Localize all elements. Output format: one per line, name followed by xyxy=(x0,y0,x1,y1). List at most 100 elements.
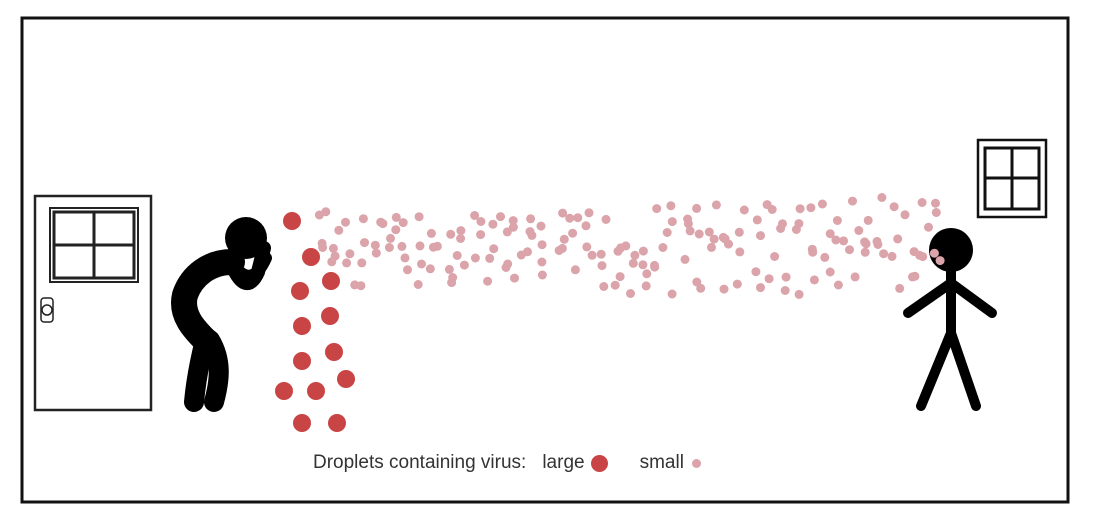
small-droplet xyxy=(587,250,597,260)
small-droplet xyxy=(658,243,668,252)
small-droplet xyxy=(872,236,882,246)
small-droplet xyxy=(510,273,519,283)
small-droplet xyxy=(825,229,835,239)
small-droplet xyxy=(357,258,367,268)
large-droplet xyxy=(307,382,325,400)
coughing-person-icon xyxy=(171,217,272,412)
small-droplet xyxy=(508,222,518,232)
small-droplet xyxy=(650,262,660,272)
standing-person-icon xyxy=(903,228,997,411)
small-droplet xyxy=(770,252,780,261)
small-droplet xyxy=(413,280,423,289)
small-droplet xyxy=(386,233,395,243)
small-droplet xyxy=(809,275,819,285)
small-droplet xyxy=(525,227,535,237)
large-droplet xyxy=(321,307,339,325)
small-droplet xyxy=(496,212,505,222)
small-droplet xyxy=(718,232,728,242)
small-droplet xyxy=(924,222,933,232)
small-droplet xyxy=(483,276,493,286)
small-droplet xyxy=(621,241,631,251)
small-droplet xyxy=(893,234,903,244)
legend-small-label: small xyxy=(639,452,684,473)
small-droplet xyxy=(667,217,677,227)
small-droplet xyxy=(806,203,816,213)
small-droplet xyxy=(739,205,749,215)
large-droplet-swatch xyxy=(590,454,608,472)
legend: Droplets containing virus: large small xyxy=(313,452,701,474)
legend-title: Droplets containing virus: xyxy=(313,452,527,473)
small-droplet xyxy=(400,253,410,263)
small-droplet xyxy=(683,219,693,229)
small-droplet xyxy=(523,247,532,257)
large-droplets xyxy=(275,212,355,432)
large-droplet xyxy=(293,317,311,335)
small-droplet xyxy=(931,208,941,217)
small-droplet xyxy=(568,228,578,238)
small-droplet xyxy=(398,218,408,228)
small-droplet xyxy=(328,243,338,253)
small-droplet xyxy=(641,281,651,291)
small-droplet xyxy=(680,254,690,264)
small-droplet xyxy=(376,217,386,227)
small-droplet xyxy=(820,252,830,262)
small-droplet xyxy=(833,280,843,290)
small-droplet xyxy=(854,226,864,235)
small-droplet xyxy=(694,229,704,239)
small-droplet xyxy=(756,283,765,293)
small-droplet xyxy=(848,196,857,206)
small-droplet xyxy=(642,269,652,279)
small-droplet xyxy=(879,249,889,259)
small-droplet xyxy=(327,257,337,267)
small-droplet xyxy=(850,272,860,282)
small-droplet xyxy=(889,202,899,212)
small-droplet xyxy=(596,249,606,259)
small-droplet xyxy=(704,227,714,237)
small-droplet xyxy=(817,199,827,209)
small-droplets xyxy=(314,193,945,299)
small-droplet xyxy=(795,204,805,214)
small-droplet xyxy=(334,225,344,235)
small-droplet xyxy=(696,283,706,293)
small-droplet xyxy=(459,260,469,270)
small-droplet xyxy=(557,243,567,253)
small-droplet xyxy=(877,193,887,202)
door-icon xyxy=(33,194,153,412)
small-droplet xyxy=(615,272,625,282)
window-icon xyxy=(976,138,1048,219)
small-droplet xyxy=(887,251,897,261)
small-droplet xyxy=(709,234,719,244)
small-droplet xyxy=(573,213,583,223)
small-droplet xyxy=(317,238,327,248)
small-droplet xyxy=(341,217,350,227)
small-droplet xyxy=(918,252,928,262)
small-droplet xyxy=(825,267,835,277)
small-droplet xyxy=(652,204,662,214)
small-droplet xyxy=(613,246,623,256)
small-droplet xyxy=(917,198,927,207)
small-droplet xyxy=(470,253,480,263)
small-droplet xyxy=(391,212,401,222)
small-droplet xyxy=(526,214,536,224)
small-droplet xyxy=(711,200,721,210)
small-droplet xyxy=(444,264,454,274)
small-droplet xyxy=(446,229,456,239)
small-droplet xyxy=(570,265,580,275)
small-droplet xyxy=(321,207,331,217)
small-droplet xyxy=(452,251,462,260)
small-droplet xyxy=(861,239,871,249)
small-droplet xyxy=(831,235,841,245)
small-droplet xyxy=(447,278,457,288)
small-droplet xyxy=(860,247,870,257)
small-droplet xyxy=(776,224,786,233)
small-droplet xyxy=(662,228,672,237)
small-droplet xyxy=(356,281,366,291)
small-droplet xyxy=(764,274,774,284)
small-droplet xyxy=(845,245,854,255)
small-droplet xyxy=(370,240,380,250)
small-droplet xyxy=(638,260,648,270)
small-droplet xyxy=(707,242,716,252)
small-droplet xyxy=(630,250,640,260)
small-droplet xyxy=(584,208,594,218)
small-droplet xyxy=(342,258,352,268)
